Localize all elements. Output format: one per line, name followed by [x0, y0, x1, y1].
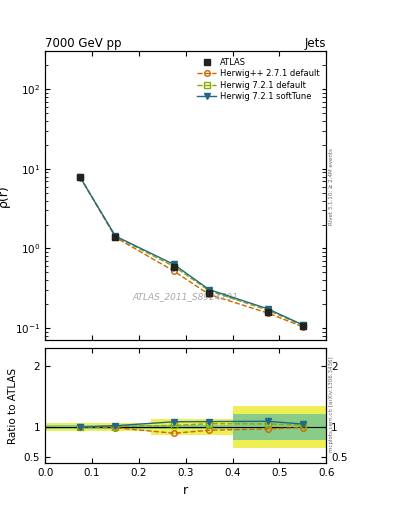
Text: Jets: Jets: [305, 37, 326, 50]
Text: 7000 GeV pp: 7000 GeV pp: [45, 37, 122, 50]
X-axis label: r: r: [183, 484, 188, 497]
Text: Rivet 3.1.10; ≥ 2.4M events: Rivet 3.1.10; ≥ 2.4M events: [329, 148, 334, 225]
Legend: ATLAS, Herwig++ 2.7.1 default, Herwig 7.2.1 default, Herwig 7.2.1 softTune: ATLAS, Herwig++ 2.7.1 default, Herwig 7.…: [195, 55, 322, 104]
Y-axis label: ρ(r): ρ(r): [0, 184, 9, 207]
Text: ATLAS_2011_S8924791: ATLAS_2011_S8924791: [133, 292, 239, 302]
Y-axis label: Ratio to ATLAS: Ratio to ATLAS: [8, 368, 18, 444]
Text: mcplots.cern.ch [arXiv:1306.3436]: mcplots.cern.ch [arXiv:1306.3436]: [329, 357, 334, 452]
